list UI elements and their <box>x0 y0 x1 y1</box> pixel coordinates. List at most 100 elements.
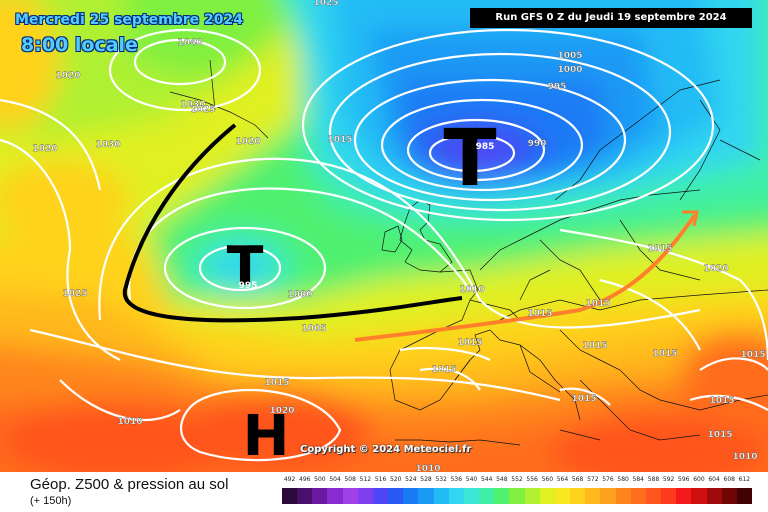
forecast-time: 8:00 locale <box>21 34 138 56</box>
pressure-system-symbols: T T H <box>227 114 497 469</box>
jet-arrow <box>354 210 699 342</box>
geopotential-color-field <box>0 0 768 472</box>
scale-value: 508 <box>344 476 356 483</box>
scale-swatch <box>418 488 435 504</box>
isobar-label: 1010 <box>117 417 142 427</box>
scale-swatch <box>691 488 707 504</box>
scale-swatch <box>327 488 344 504</box>
scale-value: 532 <box>435 476 447 483</box>
isobar-label: 1020 <box>269 406 294 416</box>
scale-swatch <box>448 488 465 504</box>
isobar-label: 995 <box>548 82 567 92</box>
scale-swatch <box>403 488 419 504</box>
scale-value: 608 <box>723 476 735 483</box>
color-scale: 492 496 500 504 508 512 516 520 524 528 532 536 540 5… <box>282 476 753 506</box>
scale-value: 544 <box>480 476 493 483</box>
isobar-label: 1020 <box>235 137 260 147</box>
scale-swatch <box>509 488 526 504</box>
scale-value: 592 <box>662 476 675 483</box>
isobar-label: 990 <box>528 139 547 149</box>
scale-value: 560 <box>541 476 554 483</box>
scale-value: 596 <box>678 476 690 483</box>
scale-value: 548 <box>496 476 508 483</box>
low-north-sea-symbol: T <box>443 114 496 204</box>
low-center-value: 995 <box>239 281 258 291</box>
isobar-label: 1030 <box>180 100 205 110</box>
scale-value: 512 <box>359 476 372 483</box>
isobar-label: 1040 <box>177 38 202 48</box>
isobar-label: 1000 <box>287 290 312 300</box>
scale-swatch <box>357 488 374 504</box>
isobar-label: 1015 <box>264 378 289 388</box>
model-run-label: Run GFS 0 Z du Jeudi 19 septembre 2024 <box>470 8 752 28</box>
isobar-label: 1015 <box>327 135 352 145</box>
isobar-label: 1015 <box>585 299 610 309</box>
isobar-label: 1025 <box>190 105 215 115</box>
scale-value: 564 <box>556 476 569 483</box>
scale-value: 572 <box>587 476 599 483</box>
isobar-label: 1015 <box>527 309 552 319</box>
isobar-label: 1015 <box>652 349 677 359</box>
scale-value: 492 <box>283 476 296 483</box>
isobar-label: 1030 <box>95 140 120 150</box>
scale-swatch <box>600 488 617 504</box>
scale-swatch <box>554 488 571 504</box>
scale-swatch <box>615 488 632 504</box>
scale-value: 580 <box>617 476 629 483</box>
scale-swatch <box>661 488 677 504</box>
scale-swatch <box>736 488 753 504</box>
scale-value: 496 <box>299 476 311 483</box>
legend-subtitle: (+ 150h) <box>30 495 72 507</box>
scale-swatch <box>494 488 510 504</box>
scale-value: 568 <box>571 476 584 483</box>
scale-swatch <box>645 488 662 504</box>
forecast-date: Mercredi 25 septembre 2024 <box>15 12 243 28</box>
scale-value: 516 <box>374 476 387 483</box>
scale-value: 576 <box>602 476 614 483</box>
isobar-label: 1020 <box>703 264 728 274</box>
isobar-label: 1015 <box>740 350 765 360</box>
isobar-label: 1010 <box>732 452 757 462</box>
isobar-label: 1020 <box>32 144 57 154</box>
pressure-geopotential-map: T T H 985 995 1025 1040 1020 1030 1025 1… <box>0 0 768 472</box>
scale-value: 600 <box>693 476 705 483</box>
scale-swatch <box>433 488 450 504</box>
legend-footer: Géop. Z500 & pression au sol (+ 150h) 49… <box>0 472 768 512</box>
copyright-notice: Copyright © 2024 Meteociel.fr <box>300 444 472 455</box>
low-center-values: 985 995 <box>239 142 495 291</box>
scale-value: 604 <box>708 476 720 483</box>
isobar-label: 1025 <box>313 0 338 8</box>
isobar-label: 1015 <box>582 341 607 351</box>
scale-value: 536 <box>450 476 463 483</box>
scale-swatch <box>585 488 601 504</box>
scale-swatch <box>721 488 738 504</box>
scale-value: 524 <box>405 476 417 483</box>
scale-value: 528 <box>420 476 432 483</box>
scale-value: 504 <box>329 476 341 483</box>
scale-swatch <box>463 488 480 504</box>
low-center-value: 985 <box>476 142 495 152</box>
scale-value: 552 <box>511 476 523 483</box>
isobar-label: 1015 <box>431 365 456 375</box>
scale-swatch <box>388 488 404 504</box>
isobars <box>0 28 768 462</box>
scale-value: 500 <box>314 476 326 483</box>
scale-swatch <box>372 488 389 504</box>
scale-swatch <box>539 488 556 504</box>
scale-swatch <box>630 488 647 504</box>
scale-value: 612 <box>738 476 751 483</box>
low-atlantic-symbol: T <box>227 235 264 298</box>
scale-swatch <box>312 488 328 504</box>
scale-swatch <box>342 488 359 504</box>
scale-swatch <box>282 488 298 504</box>
scale-swatch <box>676 488 692 504</box>
scale-value: 520 <box>389 476 402 483</box>
trough-axis <box>122 123 463 323</box>
isobar-label: 1000 <box>557 65 582 75</box>
isobar-label: 1015 <box>709 396 734 406</box>
isobar-label: 1025 <box>62 289 87 299</box>
isobar-label: 1010 <box>459 285 484 295</box>
scale-value: 540 <box>465 476 478 483</box>
isobar-label: 1015 <box>647 244 672 254</box>
high-azores-symbol: H <box>243 404 290 469</box>
